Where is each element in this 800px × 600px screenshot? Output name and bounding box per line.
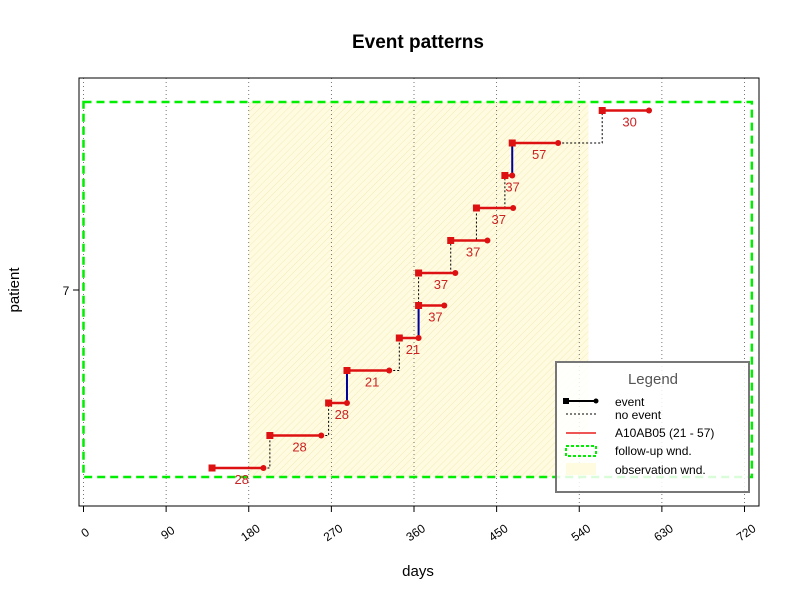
legend-event-start-marker bbox=[563, 398, 569, 404]
event-start-marker-3 bbox=[343, 367, 351, 374]
x-tick-label-270: 270 bbox=[321, 521, 346, 544]
event-end-marker-11 bbox=[646, 107, 653, 114]
event-duration-label-10: 57 bbox=[532, 147, 546, 162]
x-tick-label-90: 90 bbox=[158, 523, 177, 542]
event-start-marker-0 bbox=[208, 464, 216, 472]
legend-event-end-marker bbox=[593, 398, 599, 404]
event-end-marker-9 bbox=[509, 172, 516, 179]
event-end-marker-3 bbox=[386, 367, 393, 374]
legend-observation-swatch bbox=[566, 463, 596, 475]
event-duration-label-11: 30 bbox=[622, 115, 636, 130]
event-end-marker-8 bbox=[510, 205, 517, 211]
event-duration-label-0: 28 bbox=[234, 472, 248, 487]
y-axis-label: patient bbox=[6, 267, 23, 313]
legend-item-follow-up: follow-up wnd. bbox=[615, 444, 692, 458]
x-tick-label-360: 360 bbox=[403, 521, 428, 544]
event-connector-1 bbox=[263, 435, 271, 469]
event-connector-8 bbox=[475, 208, 488, 241]
event-start-marker-2 bbox=[325, 399, 333, 407]
event-end-marker-1 bbox=[318, 432, 325, 439]
event-start-marker-8 bbox=[472, 204, 480, 212]
event-end-marker-2 bbox=[343, 400, 350, 406]
event-duration-label-7: 37 bbox=[466, 245, 480, 260]
event-duration-label-4: 21 bbox=[406, 342, 420, 357]
event-end-marker-4 bbox=[415, 335, 422, 341]
legend-item-no-event: no event bbox=[615, 408, 662, 422]
legend-item-observation: observation wnd. bbox=[615, 463, 706, 477]
event-start-marker-9 bbox=[501, 172, 509, 179]
event-start-marker-4 bbox=[395, 334, 403, 342]
legend-item-event: event bbox=[615, 395, 645, 409]
event-connector-2 bbox=[321, 403, 330, 436]
event-start-marker-1 bbox=[266, 432, 274, 439]
legend: Legend event no event A10AB05 (21 - 57) … bbox=[555, 361, 750, 493]
event-end-marker-5 bbox=[441, 302, 448, 309]
event-start-marker-5 bbox=[415, 302, 423, 309]
patient-tick-label: 7 bbox=[63, 284, 70, 298]
x-tick-label-450: 450 bbox=[486, 521, 511, 544]
event-end-marker-10 bbox=[555, 140, 562, 146]
x-tick-label-720: 720 bbox=[734, 521, 759, 544]
legend-item-medication: A10AB05 (21 - 57) bbox=[615, 426, 714, 440]
x-tick-label-0: 0 bbox=[78, 525, 92, 540]
event-end-marker-0 bbox=[260, 465, 267, 471]
x-tick-label-180: 180 bbox=[238, 521, 263, 544]
chart-title: Event patterns bbox=[352, 32, 484, 53]
legend-follow-up-swatch bbox=[565, 445, 597, 457]
event-start-marker-6 bbox=[415, 269, 423, 277]
event-start-marker-11 bbox=[598, 107, 606, 114]
event-duration-label-5: 37 bbox=[428, 310, 442, 325]
legend-title: Legend bbox=[628, 371, 678, 388]
event-duration-label-9: 37 bbox=[505, 180, 519, 195]
follow-up-window bbox=[82, 100, 754, 479]
event-duration-label-1: 28 bbox=[292, 440, 306, 455]
event-duration-label-3: 21 bbox=[365, 375, 379, 390]
event-end-marker-7 bbox=[484, 237, 491, 244]
event-connector-11 bbox=[558, 110, 603, 144]
event-duration-label-2: 28 bbox=[335, 407, 349, 422]
event-duration-label-8: 37 bbox=[492, 212, 506, 227]
x-tick-label-540: 540 bbox=[569, 521, 594, 544]
x-axis-label: days bbox=[402, 563, 434, 580]
event-start-marker-10 bbox=[508, 139, 516, 147]
event-end-marker-6 bbox=[452, 270, 459, 276]
event-duration-label-6: 37 bbox=[434, 277, 448, 292]
event-start-marker-7 bbox=[447, 237, 455, 244]
x-tick-label-630: 630 bbox=[651, 521, 676, 544]
